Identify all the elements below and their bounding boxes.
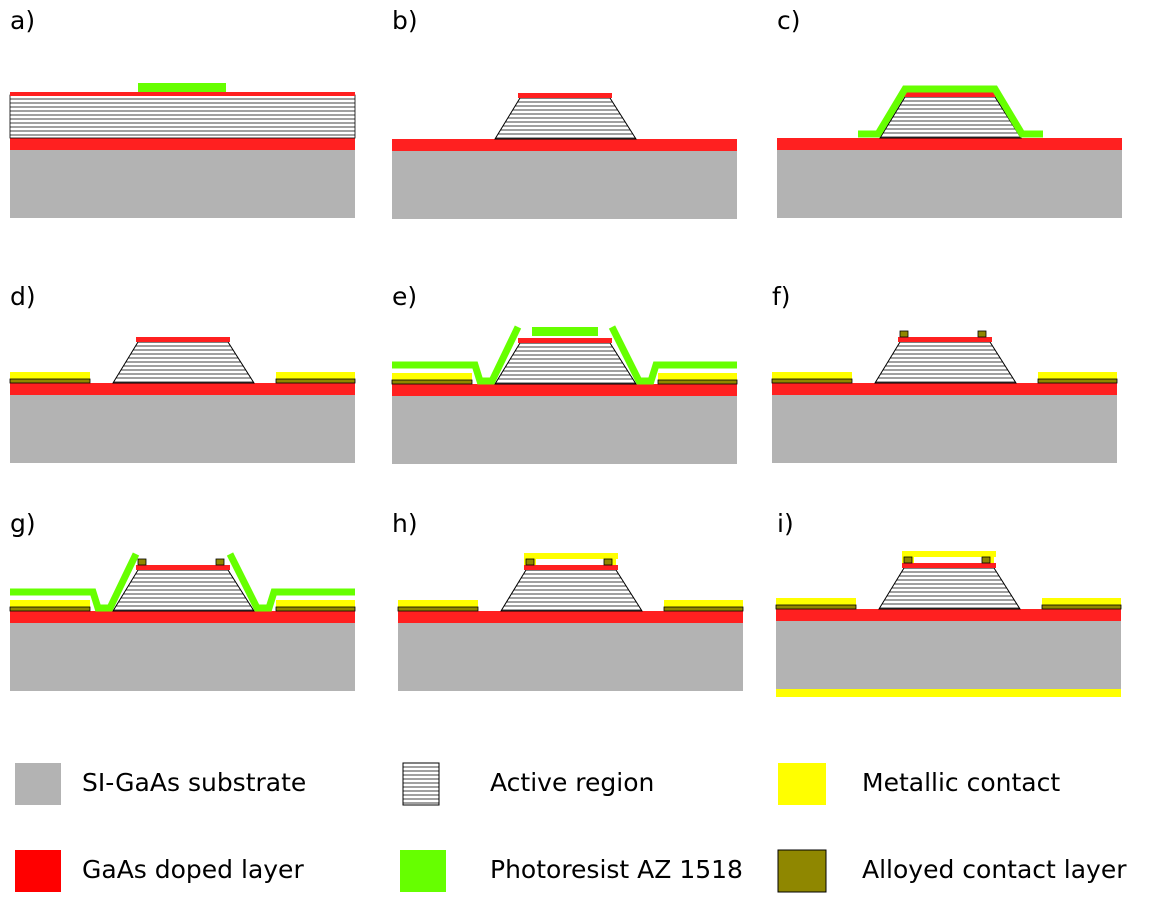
legend-label: Active region xyxy=(490,768,654,797)
photoresist xyxy=(10,554,136,608)
alloy-layer xyxy=(1038,379,1117,383)
alloy-layer xyxy=(776,605,856,609)
substrate xyxy=(10,395,355,463)
doped-cap xyxy=(518,93,612,98)
metal-contact xyxy=(1042,598,1121,605)
doped-cap xyxy=(518,338,612,343)
alloy-pad xyxy=(900,331,908,337)
doped-cap xyxy=(136,565,230,570)
doped-layer xyxy=(392,139,737,151)
substrate xyxy=(10,623,355,691)
metal-contact xyxy=(776,598,856,605)
photoresist xyxy=(392,327,518,381)
panel-label: h) xyxy=(392,509,418,538)
metal-contact xyxy=(772,372,852,379)
doped-cap xyxy=(136,337,230,342)
alloy-layer xyxy=(10,607,90,611)
active-region xyxy=(501,570,642,611)
alloy-layer xyxy=(658,380,737,384)
doped-cap xyxy=(10,92,355,96)
active-region xyxy=(113,570,254,611)
metal-contact xyxy=(392,373,472,380)
panel-label: g) xyxy=(10,509,36,538)
active-region xyxy=(879,568,1020,609)
figure: a) b) c) d) e) f) g) h) i) SI-GaAs subst… xyxy=(0,0,1152,906)
panel-label: f) xyxy=(772,282,791,311)
metal-contact xyxy=(398,600,478,607)
alloy-pad xyxy=(982,557,990,563)
doped-layer xyxy=(392,384,737,396)
legend-swatch xyxy=(15,850,61,892)
alloy-layer xyxy=(398,607,478,611)
metal-contact xyxy=(776,689,1121,697)
metal-contact xyxy=(664,600,743,607)
active-region xyxy=(495,343,636,384)
panel-label: c) xyxy=(777,6,801,35)
alloy-layer xyxy=(664,607,743,611)
doped-layer xyxy=(10,138,355,150)
panel-label: a) xyxy=(10,6,35,35)
legend-swatch xyxy=(400,850,446,892)
legend-label: SI-GaAs substrate xyxy=(82,768,306,797)
legend-swatch xyxy=(15,763,61,805)
legend-swatch xyxy=(778,850,826,892)
metal-contact xyxy=(10,372,90,379)
metal-contact xyxy=(902,551,996,557)
panel-label: e) xyxy=(392,282,417,311)
photoresist xyxy=(612,327,737,381)
alloy-pad xyxy=(138,559,146,565)
photoresist xyxy=(138,83,226,92)
doped-layer xyxy=(777,138,1122,150)
legend-swatch xyxy=(403,763,439,805)
alloy-layer xyxy=(10,379,90,383)
active-region xyxy=(495,98,636,139)
doped-cap xyxy=(898,337,992,342)
substrate xyxy=(776,621,1121,689)
alloy-pad xyxy=(604,559,612,565)
substrate xyxy=(10,150,355,218)
metal-contact xyxy=(276,372,355,379)
metal-contact xyxy=(276,600,355,607)
alloy-pad xyxy=(526,559,534,565)
alloy-layer xyxy=(276,607,355,611)
metal-contact xyxy=(10,600,90,607)
doped-layer xyxy=(398,611,743,623)
metal-contact xyxy=(658,373,737,380)
legend-label: Photoresist AZ 1518 xyxy=(490,855,743,884)
legend-label: Alloyed contact layer xyxy=(862,855,1127,884)
alloy-layer xyxy=(276,379,355,383)
active-region xyxy=(10,95,355,138)
alloy-layer xyxy=(1042,605,1121,609)
active-region xyxy=(113,342,254,383)
photoresist xyxy=(230,554,355,608)
substrate xyxy=(777,150,1122,218)
substrate xyxy=(392,396,737,464)
photoresist xyxy=(532,327,598,336)
doped-cap xyxy=(524,565,618,570)
active-region xyxy=(875,342,1016,383)
alloy-pad xyxy=(978,331,986,337)
panel-label: b) xyxy=(392,6,418,35)
legend-swatch xyxy=(778,763,826,805)
metal-contact xyxy=(524,553,618,559)
doped-layer xyxy=(10,611,355,623)
substrate xyxy=(772,395,1117,463)
alloy-layer xyxy=(392,380,472,384)
doped-cap xyxy=(902,563,996,568)
panel-label: i) xyxy=(777,509,794,538)
legend-label: Metallic contact xyxy=(862,768,1060,797)
alloy-layer xyxy=(772,379,852,383)
substrate xyxy=(392,151,737,219)
metal-contact xyxy=(1038,372,1117,379)
panel-label: d) xyxy=(10,282,36,311)
alloy-pad xyxy=(216,559,224,565)
legend-label: GaAs doped layer xyxy=(82,855,304,884)
substrate xyxy=(398,623,743,691)
alloy-pad xyxy=(904,557,912,563)
doped-layer xyxy=(10,383,355,395)
doped-layer xyxy=(772,383,1117,395)
doped-layer xyxy=(776,609,1121,621)
doped-cap xyxy=(903,92,997,97)
